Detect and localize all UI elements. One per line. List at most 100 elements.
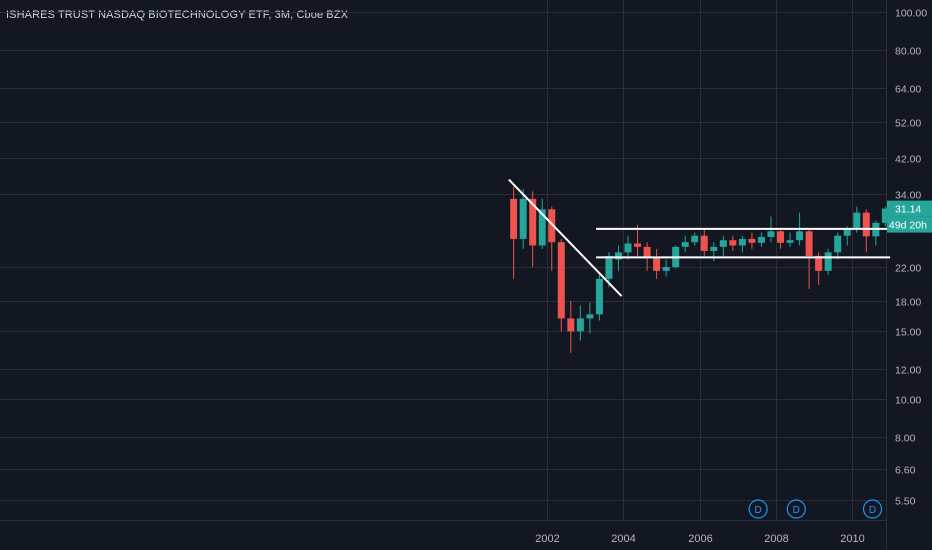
dividend-circle: [748, 499, 768, 519]
trendline[interactable]: [508, 178, 623, 297]
last-price-badges: 31.14 49d 20h: [887, 200, 932, 233]
dividend-circle: [862, 499, 883, 519]
last-price-badge: 31.14: [887, 200, 932, 217]
candle-body: [510, 198, 518, 239]
time-axis[interactable]: 2002 2004 2006 2008 2010: [535, 533, 864, 545]
y-tick-label: 22.00: [895, 263, 921, 275]
y-tick-label: 18.00: [895, 297, 921, 309]
candle-body: [834, 235, 842, 253]
chart-grid: [0, 0, 887, 550]
candle: [777, 227, 785, 249]
candle-body: [586, 314, 594, 319]
candle: [510, 186, 518, 279]
candle: [748, 232, 756, 249]
y-tick-label: 10.00: [895, 395, 921, 407]
countdown-badge: 49d 20h: [887, 216, 932, 233]
candle-body: [567, 318, 575, 332]
candle: [624, 235, 632, 260]
y-tick-label: 52.00: [895, 118, 921, 130]
candle: [519, 188, 527, 249]
x-tick-label: 2004: [611, 533, 635, 545]
candle-body: [815, 255, 823, 271]
y-tick-label: 100.00: [895, 8, 927, 20]
candle-body: [548, 209, 556, 243]
candle-body: [786, 240, 794, 243]
candle: [872, 220, 880, 246]
price-axis[interactable]: 100.00 80.00 64.00 52.00 42.00 34.00 22.00 18.0…: [895, 8, 927, 508]
candle-body: [853, 212, 861, 229]
candle-body: [700, 235, 708, 251]
candle-body: [595, 278, 603, 315]
candle-body: [529, 198, 537, 246]
y-tick-label: 12.00: [895, 365, 921, 377]
candle-body: [843, 228, 851, 236]
candle-body: [538, 209, 546, 246]
dividend-marker[interactable]: D: [748, 499, 768, 519]
candle: [691, 232, 699, 246]
y-tick-label: 42.00: [895, 154, 921, 166]
x-tick-label: 2008: [764, 533, 788, 545]
dividend-circle: [786, 499, 806, 519]
y-tick-label: 15.00: [895, 327, 921, 339]
dividend-label: D: [793, 505, 800, 516]
last-price-badge-bg: [887, 200, 932, 217]
y-tick-label: 8.00: [895, 433, 916, 445]
candle-body: [777, 231, 785, 243]
candle-body: [634, 243, 642, 247]
candle: [586, 302, 594, 334]
y-tick-label: 64.00: [895, 84, 921, 96]
candle: [786, 232, 794, 247]
candle: [595, 274, 603, 321]
candle: [729, 235, 737, 251]
candle-body: [738, 238, 746, 246]
candle: [719, 235, 727, 256]
x-tick-label: 2010: [840, 533, 864, 545]
last-price-value: 31.14: [895, 204, 921, 216]
candle: [681, 235, 689, 253]
candle: [834, 232, 842, 260]
candle: [548, 206, 556, 271]
candle: [881, 206, 889, 227]
candle-body: [681, 242, 689, 247]
candle-body: [576, 318, 584, 332]
candle: [824, 248, 832, 275]
y-tick-label: 34.00: [895, 190, 921, 202]
candle-body: [767, 231, 775, 237]
y-tick-label: 5.50: [895, 496, 916, 508]
y-tick-label: 80.00: [895, 46, 921, 58]
candle-body: [653, 256, 661, 271]
candle-body: [729, 240, 737, 246]
dividend-label: D: [755, 505, 762, 516]
candle-body: [805, 231, 813, 256]
candle-body: [757, 236, 765, 243]
candle-body: [824, 252, 832, 271]
candle-body: [691, 235, 699, 243]
x-tick-label: 2002: [535, 533, 559, 545]
candle-body: [748, 238, 756, 243]
candle-body: [624, 243, 632, 253]
candle: [538, 198, 546, 249]
candle-body: [796, 231, 804, 241]
dividend-label: D: [869, 505, 876, 516]
candle-body: [862, 212, 870, 237]
candle-body: [605, 255, 613, 279]
candle: [805, 229, 813, 289]
countdown-value: 49d 20h: [889, 220, 927, 232]
candle: [567, 300, 575, 353]
candle-body: [643, 246, 651, 257]
candle: [557, 238, 565, 332]
x-tick-label: 2006: [688, 533, 712, 545]
candle-body: [881, 208, 889, 223]
dividend-marker[interactable]: D: [786, 499, 806, 519]
candle: [738, 235, 746, 253]
countdown-badge-bg: [887, 216, 932, 233]
y-tick-label: 6.60: [895, 465, 916, 477]
candle-body: [557, 242, 565, 319]
candle: [700, 229, 708, 256]
candle-body: [519, 198, 527, 239]
candle-body: [710, 246, 718, 251]
trendlines: [508, 178, 891, 297]
dividend-marker[interactable]: D: [862, 499, 883, 519]
